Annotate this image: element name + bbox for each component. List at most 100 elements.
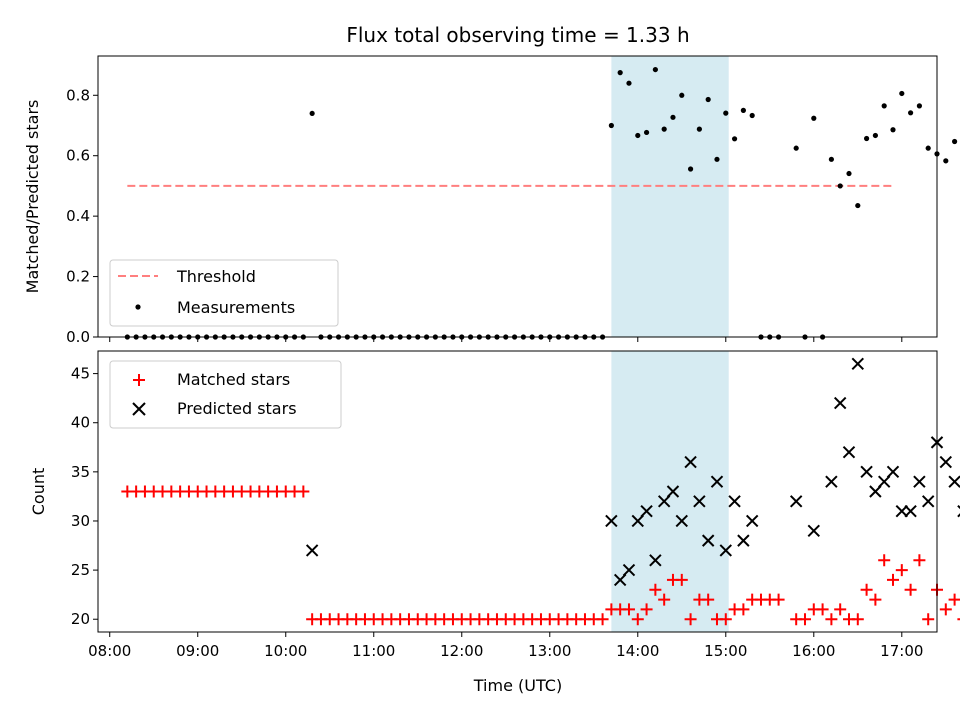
measurement-point xyxy=(863,135,870,142)
predicted-star-point xyxy=(939,455,953,469)
predicted-star-point xyxy=(631,514,644,528)
measurement-point xyxy=(740,107,746,113)
predicted-star-point xyxy=(710,475,724,488)
matched-star-point xyxy=(878,554,891,567)
bottom-y-tick-label: 25 xyxy=(71,561,90,579)
x-tick-label: 10:00 xyxy=(264,642,307,660)
measurement-point xyxy=(723,110,729,116)
measurement-point xyxy=(626,80,632,86)
measurement-point xyxy=(696,126,702,132)
measurement-point xyxy=(705,96,711,103)
measurement-point xyxy=(872,132,878,139)
matched-star-point xyxy=(719,613,732,626)
measurement-point xyxy=(679,92,685,98)
bottom-y-tick-label: 30 xyxy=(71,512,90,530)
measurement-point xyxy=(855,202,861,209)
predicted-star-point xyxy=(833,396,847,410)
predicted-star-point xyxy=(684,455,697,469)
measurement-point xyxy=(916,103,922,109)
top-y-tick-label: 0.2 xyxy=(66,268,90,286)
measurement-point xyxy=(846,170,852,177)
legend-threshold-label: Threshold xyxy=(176,267,256,286)
measurement-point xyxy=(687,166,694,172)
top-legend-box xyxy=(109,259,339,327)
matched-star-point xyxy=(869,593,882,606)
measurement-point xyxy=(670,114,676,120)
matched-star-point xyxy=(798,613,811,626)
matched-star-point xyxy=(658,593,671,606)
predicted-star-point xyxy=(948,475,960,488)
matched-star-point xyxy=(834,603,847,616)
legend-predicted-label: Predicted stars xyxy=(177,399,297,418)
legend-measurements-swatch xyxy=(135,304,141,310)
measurement-point xyxy=(907,110,914,116)
measurement-point xyxy=(643,129,650,136)
predicted-star-point xyxy=(737,534,750,547)
top-y-axis-label: Matched/Predicted stars xyxy=(23,100,42,294)
measurement-point xyxy=(617,70,623,76)
predicted-star-point xyxy=(860,465,873,479)
bottom-y-tick-label: 20 xyxy=(71,610,90,628)
predicted-star-point xyxy=(666,485,680,498)
x-tick-label: 17:00 xyxy=(880,642,923,660)
legend-predicted-swatch xyxy=(132,402,146,416)
predicted-star-point xyxy=(921,495,935,508)
measurement-point xyxy=(714,156,720,162)
matched-star-point xyxy=(886,573,899,586)
x-tick-label: 09:00 xyxy=(176,642,219,660)
bottom-y-tick-label: 40 xyxy=(71,414,90,432)
predicted-star-point xyxy=(886,465,900,479)
predicted-star-point xyxy=(640,504,653,518)
measurement-point xyxy=(309,110,315,117)
bottom-legend: Matched stars Predicted stars xyxy=(109,360,342,429)
measurement-point xyxy=(890,127,896,133)
x-tick-label: 13:00 xyxy=(528,642,571,660)
measurement-point xyxy=(731,136,738,142)
measurement-point xyxy=(749,112,755,119)
predicted-star-point xyxy=(622,563,636,577)
matched-star-point xyxy=(913,554,926,567)
x-tick-label: 16:00 xyxy=(792,642,835,660)
matched-star-point xyxy=(922,613,935,626)
top-panel: 0.00.20.40.60.8 Matched/Predicted stars … xyxy=(23,55,958,346)
matched-star-point xyxy=(957,618,960,621)
highlight-span-bottom xyxy=(611,351,729,632)
top-y-tick-label: 0.4 xyxy=(66,207,90,225)
measurement-point xyxy=(899,90,905,97)
predicted-star-point xyxy=(904,504,917,518)
predicted-star-point xyxy=(305,544,319,557)
matched-star-point xyxy=(948,593,960,606)
matched-star-point xyxy=(640,603,653,616)
measurement-point xyxy=(652,66,658,73)
x-tick-label: 12:00 xyxy=(440,642,483,660)
chart-title: Flux total observing time = 1.33 h xyxy=(346,23,689,47)
predicted-star-point xyxy=(657,495,671,508)
measurement-point xyxy=(837,183,843,189)
top-y-tick-label: 0.8 xyxy=(66,86,90,104)
matched-star-point xyxy=(825,613,838,626)
x-tick-label: 08:00 xyxy=(88,642,131,660)
matched-star-point xyxy=(684,613,697,626)
legend-matched-label: Matched stars xyxy=(177,370,290,389)
predicted-star-point xyxy=(693,495,706,508)
predicted-star-point xyxy=(613,573,627,587)
measurement-point xyxy=(925,145,931,151)
bottom-legend-box xyxy=(109,360,342,429)
measurement-point xyxy=(635,132,641,139)
predicted-star-point xyxy=(675,514,688,528)
bottom-panel: 20 25 30 35 40 45 08:00 09:00 10:00 11:00 12:00 13:… xyxy=(29,350,960,695)
predicted-star-point xyxy=(842,445,856,459)
matched-star-point xyxy=(649,583,662,596)
matched-star-point xyxy=(851,613,864,626)
matched-star-point xyxy=(675,573,688,586)
matched-star-point xyxy=(596,613,609,626)
matched-star-point xyxy=(702,593,715,606)
matched-star-point xyxy=(939,603,952,616)
matched-star-point xyxy=(904,583,917,596)
top-panel-ticks: 0.0 0.2 0.4 0.6 0.8 xyxy=(66,86,903,346)
matched-star-point xyxy=(895,564,908,577)
measurement-point xyxy=(608,122,614,129)
highlight-span-top xyxy=(611,56,729,337)
measurement-point xyxy=(811,115,817,121)
